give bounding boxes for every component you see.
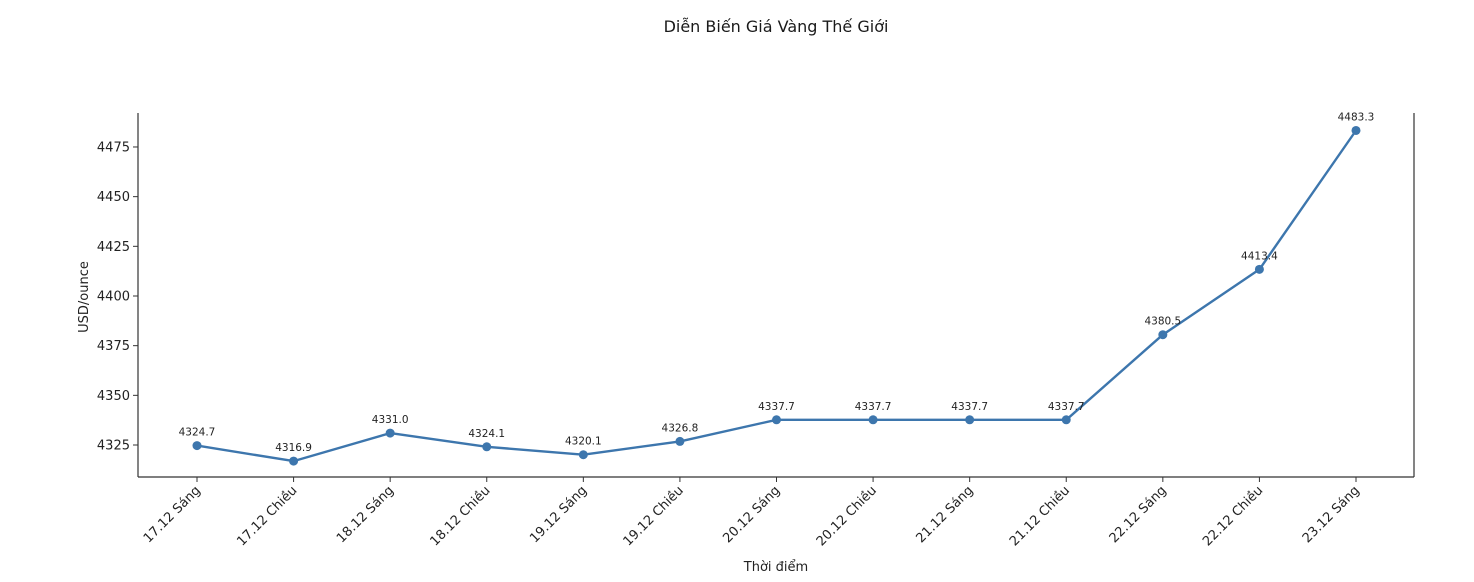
data-point [1158,330,1168,340]
y-tick-label: 4375 [97,339,130,354]
data-point [482,442,492,452]
data-point [965,415,975,425]
data-point [1061,415,1071,425]
x-tick-label: 18.12 Sáng [334,483,397,546]
y-tick-label: 4475 [97,140,130,155]
data-point [385,428,395,438]
x-axis: 17.12 Sáng 17.12 Chiều 18.12 Sáng 18.12 Chi… [141,477,1363,549]
y-axis-label: USD/ounce [77,261,92,333]
x-tick-label: 19.12 Chiều [621,483,687,549]
x-tick-label: 22.12 Sáng [1107,483,1170,546]
x-tick-label: 17.12 Chiều [234,483,300,549]
data-label: 4324.7 [179,427,216,439]
data-label: 4380.5 [1144,316,1181,328]
data-label: 4324.1 [468,428,505,440]
data-point [1254,264,1264,274]
data-point [192,441,202,451]
series-layer: 4324.7 4316.9 4331.0 4324.1 4320.1 4326.8 4337… [179,111,1375,466]
data-label: 4320.1 [565,436,602,448]
x-tick-label: 22.12 Chiều [1200,483,1266,549]
y-tick-label: 4325 [97,439,130,454]
data-point [289,456,299,466]
data-label: 4326.8 [662,422,699,434]
x-tick-label: 21.12 Sáng [914,483,977,546]
data-label: 4316.9 [275,442,312,454]
data-label: 4337.7 [758,401,795,413]
data-label: 4337.7 [1048,401,1085,413]
data-point [868,415,878,425]
y-tick-label: 4400 [97,289,130,304]
data-label: 4483.3 [1338,111,1375,123]
x-tick-label: 19.12 Sáng [527,483,590,546]
y-tick-label: 4350 [97,389,130,404]
x-tick-label: 17.12 Sáng [141,483,204,546]
x-tick-label: 18.12 Chiều [427,483,493,549]
chart-title: Diễn Biến Giá Vàng Thế Giới [664,17,889,36]
y-axis: 4325 4350 4375 4400 4425 4450 4475 [97,140,138,454]
x-tick-label: 21.12 Chiều [1007,483,1073,549]
data-label: 4337.7 [855,401,892,413]
data-label: 4331.0 [372,414,409,426]
y-tick-label: 4425 [97,240,130,255]
x-tick-label: 23.12 Sáng [1300,483,1363,546]
data-point [772,415,781,425]
y-tick-label: 4450 [97,190,130,205]
x-tick-label: 20.12 Sáng [720,483,783,546]
data-point [1351,125,1361,135]
x-axis-label: Thời điểm [743,560,808,575]
x-tick-label: 20.12 Chiều [814,483,880,549]
data-point [578,450,588,460]
data-label: 4337.7 [951,401,988,413]
data-label: 4413.4 [1241,250,1278,262]
data-point [675,436,685,446]
